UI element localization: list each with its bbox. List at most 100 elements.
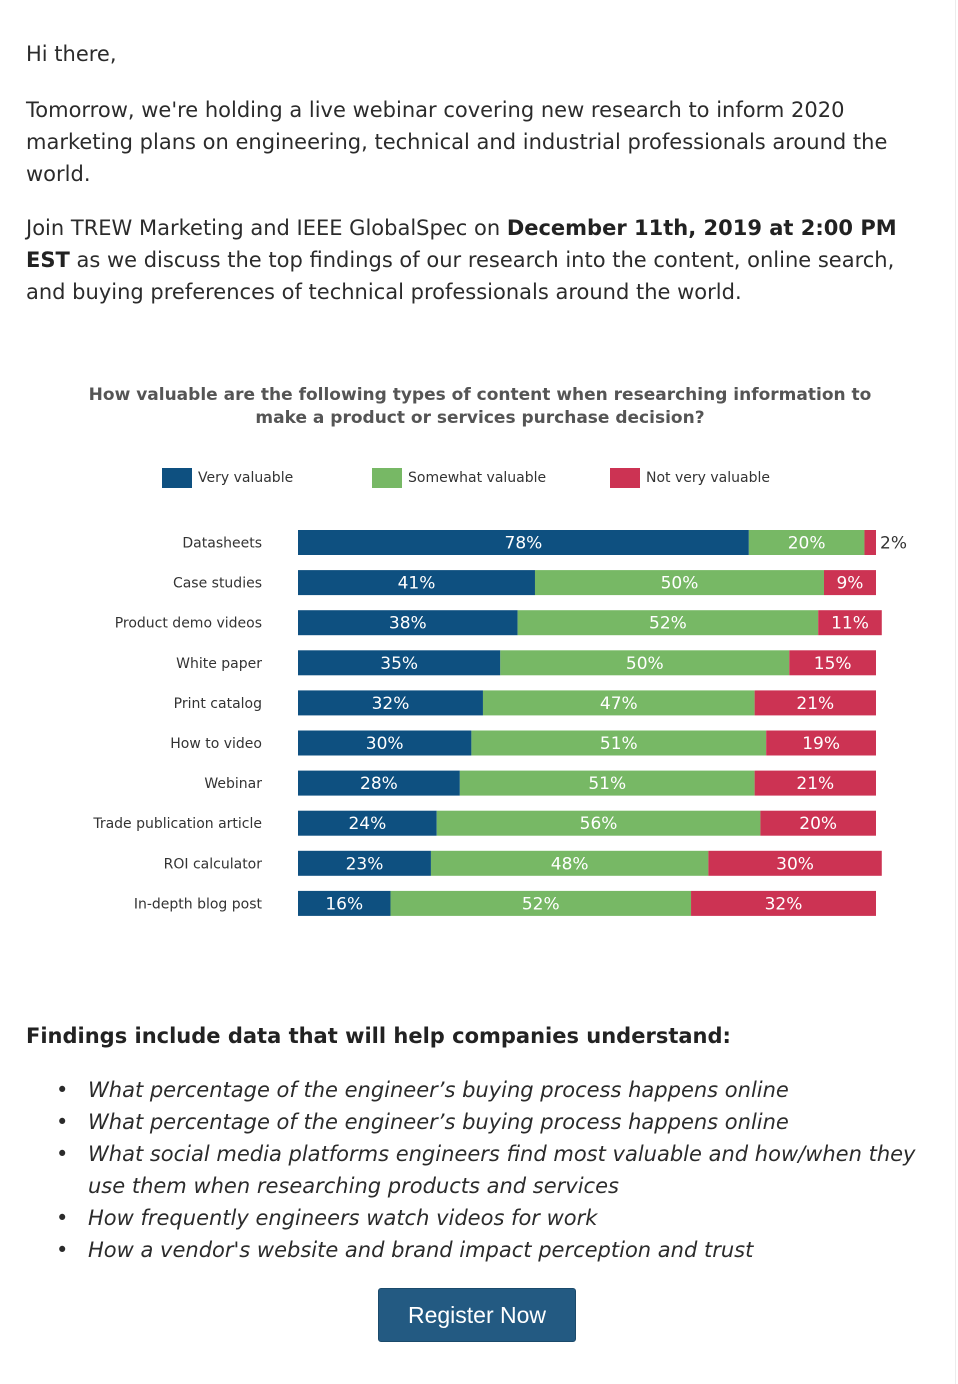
- details-trailing-text: as we discuss the top findings of our re…: [26, 248, 895, 304]
- category-label: Webinar: [204, 776, 262, 792]
- bar-segment: [818, 610, 882, 636]
- category-label: White paper: [176, 656, 262, 672]
- bar-segment: [766, 730, 876, 756]
- bar-segment: [760, 810, 876, 836]
- legend-swatch: [162, 468, 192, 488]
- data-label: 52%: [649, 614, 687, 634]
- legend-label: Somewhat valuable: [408, 470, 547, 486]
- bar-segment: [754, 690, 876, 716]
- bar-segment: [298, 730, 472, 756]
- category-label: In-depth blog post: [134, 896, 263, 912]
- category-label: Datasheets: [182, 536, 262, 552]
- bar-segment: [708, 850, 882, 876]
- category-label: Case studies: [173, 576, 262, 592]
- category-label: Print catalog: [174, 696, 262, 712]
- data-label: 16%: [325, 894, 363, 914]
- bullet-icon: •: [56, 1078, 69, 1102]
- register-now-button[interactable]: Register Now: [378, 1288, 576, 1342]
- data-label: 78%: [505, 534, 543, 554]
- greeting-text: Hi there,: [26, 42, 117, 66]
- data-label: 30%: [776, 854, 814, 874]
- bar-segment: [298, 890, 391, 916]
- bar-segment: [298, 570, 535, 596]
- category-label: Trade publication article: [92, 816, 262, 832]
- bullet-icon: •: [56, 1238, 69, 1262]
- intro-paragraph: Tomorrow, we're holding a live webinar c…: [26, 98, 888, 186]
- bar-segment: [298, 850, 431, 876]
- data-label: 21%: [796, 774, 834, 794]
- findings-list: • What percentage of the engineer’s buyin…: [26, 1074, 936, 1266]
- data-label: 47%: [600, 694, 638, 714]
- finding-item: • How a vendor's website and brand impact…: [26, 1234, 936, 1266]
- finding-item: • What social media platforms engineers f…: [26, 1138, 936, 1202]
- chart-legend: Very valuable Somewhat valuable Not very v…: [0, 466, 958, 490]
- data-label: 15%: [814, 654, 852, 674]
- data-label: 52%: [522, 894, 560, 914]
- legend-swatch: [372, 468, 402, 488]
- data-label: 20%: [788, 534, 826, 554]
- bar-segment: [298, 690, 483, 716]
- finding-item: • How frequently engineers watch videos f…: [26, 1202, 936, 1234]
- finding-text: How a vendor's website and brand impact …: [88, 1238, 754, 1262]
- legend-item: Very valuable: [162, 466, 293, 490]
- data-label: 11%: [831, 614, 869, 634]
- data-label: 32%: [765, 894, 803, 914]
- details-paragraph: Join TREW Marketing and IEEE GlobalSpec …: [26, 212, 926, 308]
- bar-segment: [298, 530, 749, 555]
- bar-segment: [436, 810, 761, 836]
- bar-segment: [430, 850, 709, 876]
- legend-swatch: [610, 468, 640, 488]
- bullet-icon: •: [56, 1206, 69, 1230]
- bar-segment: [823, 570, 876, 596]
- finding-item: • What percentage of the engineer’s buyin…: [26, 1074, 936, 1106]
- data-label: 41%: [398, 574, 436, 594]
- bar-segment: [482, 690, 755, 716]
- bar-segment: [390, 890, 692, 916]
- findings-heading: Findings include data that will help com…: [26, 1024, 731, 1048]
- finding-text: What social media platforms engineers fi…: [88, 1142, 916, 1198]
- bar-segment: [691, 890, 876, 916]
- legend-label: Not very valuable: [646, 470, 770, 486]
- data-label: 50%: [626, 654, 664, 674]
- finding-item: • What percentage of the engineer’s buyin…: [26, 1106, 936, 1138]
- data-label: 51%: [600, 734, 638, 754]
- data-label: 23%: [346, 854, 384, 874]
- data-label: 30%: [366, 734, 404, 754]
- finding-text: What percentage of the engineer’s buying…: [88, 1110, 789, 1134]
- bar-segment: [864, 530, 876, 555]
- category-label: ROI calculator: [164, 856, 263, 872]
- data-label: 2%: [880, 534, 907, 554]
- data-label: 32%: [372, 694, 410, 714]
- bar-segment: [500, 650, 790, 676]
- bar-segment: [459, 770, 755, 796]
- finding-text: What percentage of the engineer’s buying…: [88, 1078, 789, 1102]
- bullet-icon: •: [56, 1110, 69, 1134]
- bar-segment: [754, 770, 876, 796]
- data-label: 9%: [836, 574, 863, 594]
- details-lead-text: Join TREW Marketing and IEEE GlobalSpec …: [26, 216, 507, 240]
- right-border: [955, 0, 956, 1384]
- data-label: 38%: [389, 614, 427, 634]
- bar-segment: [517, 610, 819, 636]
- bar-segment: [471, 730, 767, 756]
- bar-segment: [298, 650, 501, 676]
- legend-item: Somewhat valuable: [372, 466, 546, 490]
- data-label: 19%: [802, 734, 840, 754]
- webinar-date-text: December 11th, 2019 at 2:00 PM EST: [26, 216, 897, 272]
- data-label: 48%: [551, 854, 589, 874]
- bar-segment: [298, 610, 518, 636]
- bar-segment: [298, 770, 460, 796]
- bar-segment: [534, 570, 824, 596]
- data-label: 21%: [796, 694, 834, 714]
- category-label: How to video: [170, 736, 262, 752]
- chart-title: How valuable are the following types of …: [88, 385, 872, 428]
- data-label: 51%: [588, 774, 626, 794]
- data-label: 24%: [348, 814, 386, 834]
- legend-label: Very valuable: [198, 470, 294, 486]
- data-label: 50%: [661, 574, 699, 594]
- bar-segment: [298, 810, 437, 836]
- data-label: 28%: [360, 774, 398, 794]
- bar-segment: [789, 650, 876, 676]
- bar-segment: [748, 530, 865, 555]
- legend-item: Not very valuable: [610, 466, 770, 490]
